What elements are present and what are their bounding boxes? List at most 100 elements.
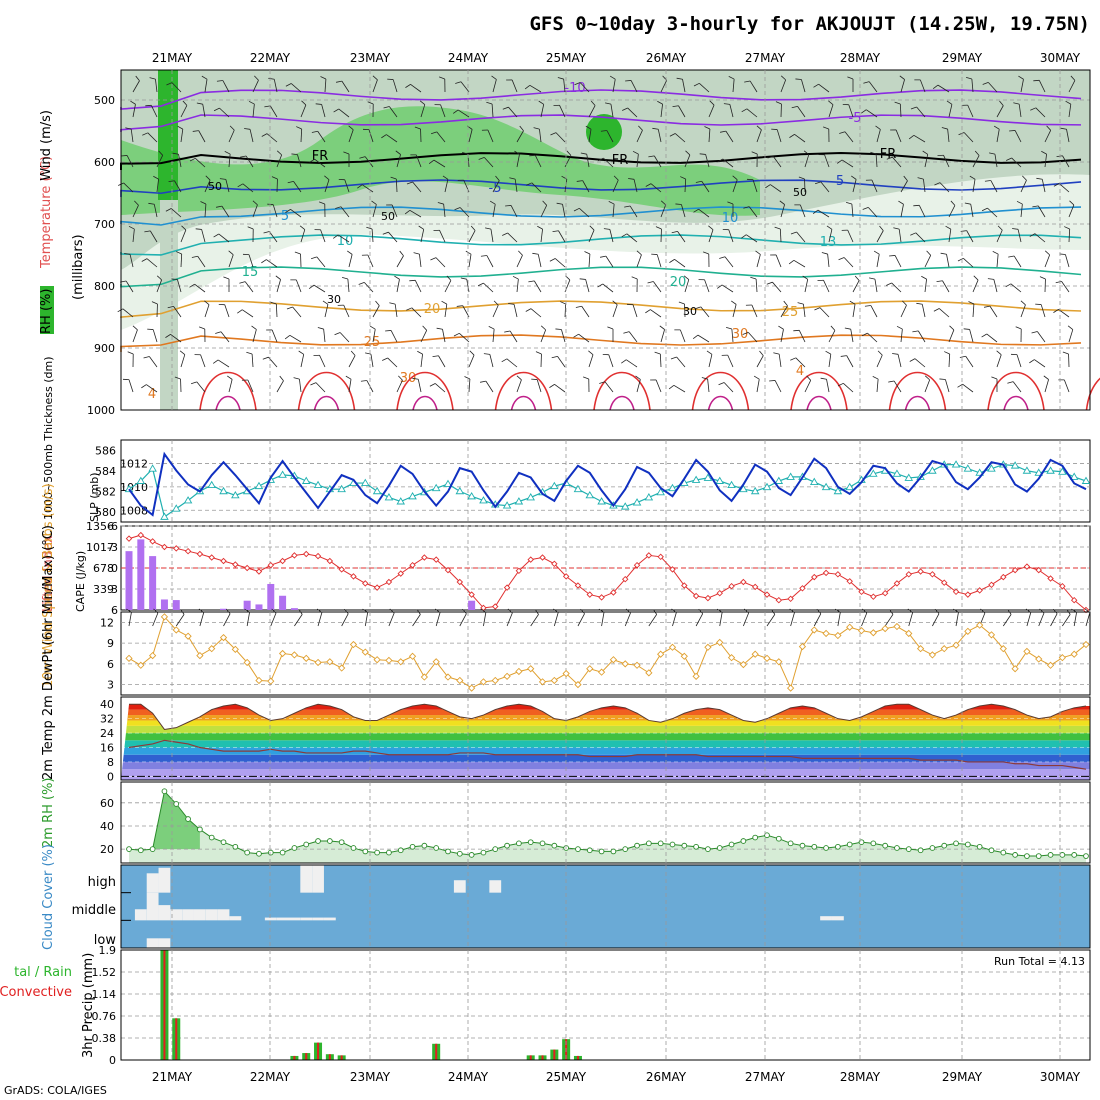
wind-barb-102: [657, 129, 662, 143]
wind-barb-108-flag: [789, 134, 795, 138]
wind-barb-352-flag: [886, 282, 892, 286]
cloud-middle-12: [264, 917, 277, 921]
li-point-35: [539, 554, 546, 561]
wind-barb-313: [924, 255, 932, 268]
wind-barb-296: [516, 255, 523, 268]
surface-barb-30: [483, 612, 487, 627]
wind-barb-365: [241, 309, 254, 318]
precip-conv-35: [541, 1055, 544, 1060]
isotherm-label-3: FR: [612, 153, 629, 168]
wind-barb-55-flag: [486, 101, 493, 105]
slp-line: [128, 451, 1087, 517]
wind-barb-104-flag: [704, 126, 711, 130]
wind-barb-467: [778, 354, 782, 368]
wind-barb-21: [630, 80, 638, 93]
wind-barb-272-flag: [893, 227, 900, 230]
wind-barb-12: [410, 84, 422, 93]
surface-barb-58: [813, 613, 822, 627]
isotherm-7: [120, 300, 1082, 318]
wind-barb-507: [774, 380, 782, 393]
wind-barb-219-flag: [573, 207, 580, 212]
wind-barb-120-flag: [121, 155, 128, 157]
wind-barb-462: [659, 353, 662, 368]
wind-barb-254: [468, 230, 476, 243]
wind-barb-405-flag: [251, 325, 257, 330]
wind-barb-333: [444, 280, 452, 293]
wind-barb-87-flag: [296, 126, 302, 130]
rh2m-point-46: [669, 841, 676, 848]
wind-barb-79-flag: [1065, 100, 1072, 105]
wind-speed-point-32: [503, 672, 511, 680]
wind-barb-135: [484, 157, 494, 168]
wind-barb-472-flag: [892, 353, 899, 355]
rh2m-point-58: [811, 843, 818, 850]
cloud-middle-13: [276, 917, 289, 921]
wind-barb-512-flag: [888, 380, 895, 383]
wind-barb-332: [414, 280, 422, 293]
wind-barb-257: [540, 229, 543, 243]
wind-barb-216-flag: [505, 205, 512, 207]
wind-barb-243: [201, 229, 206, 243]
wind-barb-151-flag: [870, 151, 877, 155]
cloud-low-2: [146, 938, 159, 948]
wind-barb-471-flag: [877, 350, 883, 356]
wind-speed-point-44: [645, 669, 653, 677]
wind-barb-99: [588, 129, 592, 143]
wind-barb-105-flag: [719, 130, 727, 133]
dewpoint-line: [128, 739, 1087, 770]
li-point-73: [988, 581, 995, 589]
wind-barb-305-flag: [719, 256, 726, 259]
cloud-high-16: [312, 865, 324, 893]
temp-band-6: [121, 725, 1090, 734]
wind-barb-324-flag: [223, 276, 230, 280]
wind-barb-283: [197, 255, 206, 268]
rh2m-point-48: [693, 843, 699, 850]
wind-speed-point-47: [680, 652, 688, 660]
rh2m-point-15: [303, 841, 310, 848]
thickness-frame: [120, 439, 1091, 523]
wind-barb-248: [320, 229, 326, 243]
surface-barb-30-flag: [480, 608, 487, 613]
wind-barb-158-flag: [1041, 150, 1047, 155]
isotherm-label-8: 10: [722, 211, 739, 226]
precip-conv-26: [435, 1043, 438, 1060]
wind-barb-130-flag: [359, 156, 366, 159]
wind-barb-224: [698, 208, 710, 218]
wind-barb-415-flag: [488, 326, 495, 330]
wind-barb-71-flag: [861, 109, 867, 114]
wind-barb-286: [266, 259, 278, 268]
wind-barb-180-flag: [613, 175, 619, 181]
wind-barb-371: [394, 304, 398, 318]
thickness-point-66: [904, 473, 914, 481]
wind-barb-185: [732, 179, 738, 193]
wind-barb-150: [841, 159, 854, 168]
li-point-0: [125, 535, 133, 542]
wind-barb-276-flag: [997, 225, 1003, 231]
wind-barb-205: [252, 204, 258, 218]
li-point-3: [161, 543, 168, 551]
wind-barb-269: [828, 229, 833, 243]
wind-barb-137: [534, 155, 542, 168]
li-point-34: [527, 556, 534, 563]
wind-barb-302: [656, 254, 662, 268]
wind-speed-point-79: [1058, 654, 1067, 662]
wind-barb-384-flag: [694, 306, 701, 310]
wind-barb-348-flag: [802, 275, 808, 280]
wind-barb-384: [700, 306, 710, 318]
temp-band-8: [121, 715, 1090, 721]
surface-barb-4: [175, 614, 185, 627]
cape-tick-0: 339: [93, 583, 114, 596]
precip-tick-2: 0.76: [92, 1010, 117, 1023]
wind-barb-165-flag: [237, 183, 244, 188]
wind-barb-281: [146, 258, 158, 268]
heat-loop-1: [297, 371, 356, 411]
wind-barb-295-flag: [480, 255, 487, 257]
surface-barb-38-flag: [580, 608, 585, 614]
rh2m-point-57: [799, 842, 806, 849]
wind-barb-447-flag: [298, 350, 304, 355]
wind-barb-32-flag: [899, 75, 905, 80]
rh2m-point-71: [965, 841, 971, 848]
wind-barb-508: [804, 380, 812, 393]
wind-barb-9: [341, 80, 350, 93]
surface-barb-81-flag: [1084, 608, 1091, 613]
